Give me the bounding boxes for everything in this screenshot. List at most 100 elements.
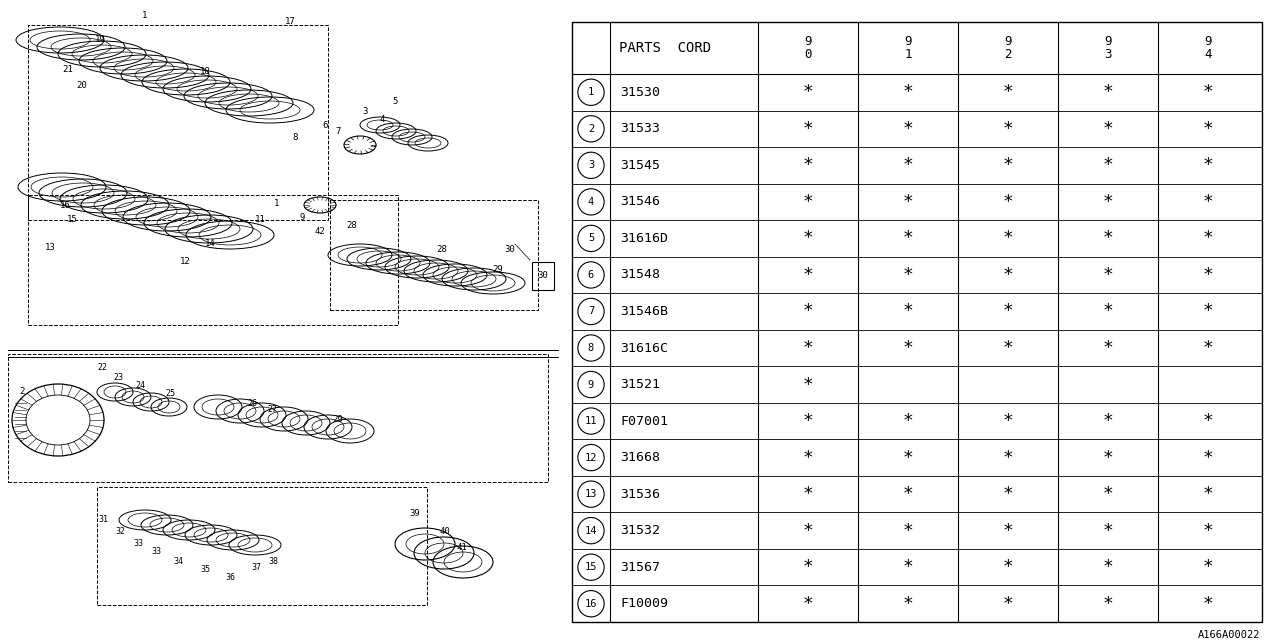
Text: *: * xyxy=(1203,229,1213,248)
Text: *: * xyxy=(1203,83,1213,101)
Text: *: * xyxy=(1002,339,1014,357)
Text: 31530: 31530 xyxy=(620,86,660,99)
Text: *: * xyxy=(803,485,813,503)
Text: 31546: 31546 xyxy=(620,195,660,209)
Text: 9
2: 9 2 xyxy=(1005,35,1011,61)
Text: *: * xyxy=(902,412,914,430)
Bar xyxy=(97,487,428,605)
Text: *: * xyxy=(1203,120,1213,138)
Text: 41: 41 xyxy=(457,543,467,552)
Text: *: * xyxy=(803,376,813,394)
Text: 6: 6 xyxy=(588,270,594,280)
Text: *: * xyxy=(1002,558,1014,576)
Text: 34: 34 xyxy=(173,557,183,566)
Text: 35: 35 xyxy=(200,566,210,575)
Text: 27: 27 xyxy=(268,406,276,415)
Text: *: * xyxy=(902,522,914,540)
Text: *: * xyxy=(803,229,813,248)
Text: 18: 18 xyxy=(200,67,210,77)
Text: 31616C: 31616C xyxy=(620,342,668,355)
Text: 7: 7 xyxy=(588,307,594,316)
Text: 5: 5 xyxy=(392,97,398,106)
Text: 9
1: 9 1 xyxy=(904,35,911,61)
Text: A166A00022: A166A00022 xyxy=(1198,630,1260,640)
Text: 31567: 31567 xyxy=(620,561,660,573)
Text: *: * xyxy=(1002,266,1014,284)
Text: *: * xyxy=(1203,595,1213,612)
Text: 31668: 31668 xyxy=(620,451,660,464)
Text: 26: 26 xyxy=(247,399,257,408)
Text: 31533: 31533 xyxy=(620,122,660,135)
Text: *: * xyxy=(1203,522,1213,540)
Text: *: * xyxy=(902,156,914,174)
Text: *: * xyxy=(1002,83,1014,101)
Text: *: * xyxy=(803,83,813,101)
Text: 3: 3 xyxy=(362,108,367,116)
Text: 31546B: 31546B xyxy=(620,305,668,318)
Text: *: * xyxy=(902,303,914,321)
Text: 30: 30 xyxy=(504,246,516,255)
Text: 31532: 31532 xyxy=(620,524,660,537)
Text: 17: 17 xyxy=(284,17,296,26)
Text: *: * xyxy=(803,266,813,284)
Text: 9: 9 xyxy=(300,212,305,221)
Text: *: * xyxy=(902,193,914,211)
Text: *: * xyxy=(1102,83,1114,101)
Bar xyxy=(28,195,398,325)
Text: *: * xyxy=(1203,156,1213,174)
Text: F10009: F10009 xyxy=(620,597,668,610)
Text: *: * xyxy=(1102,266,1114,284)
Text: 4: 4 xyxy=(588,197,594,207)
Text: 33: 33 xyxy=(151,547,161,557)
Text: *: * xyxy=(902,83,914,101)
Bar xyxy=(572,22,1262,622)
Text: *: * xyxy=(1002,156,1014,174)
Text: *: * xyxy=(902,449,914,467)
Text: *: * xyxy=(1102,156,1114,174)
Text: 28: 28 xyxy=(436,246,448,255)
Text: *: * xyxy=(1002,120,1014,138)
Text: *: * xyxy=(1102,558,1114,576)
Text: *: * xyxy=(803,522,813,540)
Text: *: * xyxy=(803,156,813,174)
Text: *: * xyxy=(902,558,914,576)
Text: 25: 25 xyxy=(165,390,175,399)
Bar xyxy=(330,200,538,310)
Text: 29: 29 xyxy=(493,266,503,275)
Text: 15: 15 xyxy=(67,216,77,225)
Text: 2: 2 xyxy=(19,387,24,397)
Text: 1: 1 xyxy=(142,12,147,20)
Text: 5: 5 xyxy=(588,234,594,243)
Text: *: * xyxy=(1203,266,1213,284)
Text: 9: 9 xyxy=(588,380,594,390)
Text: *: * xyxy=(1102,303,1114,321)
Text: 9
0: 9 0 xyxy=(804,35,812,61)
Text: *: * xyxy=(1002,229,1014,248)
Text: 9
3: 9 3 xyxy=(1105,35,1112,61)
Text: 19: 19 xyxy=(95,35,105,45)
Text: 22: 22 xyxy=(97,364,108,372)
Bar xyxy=(8,354,548,482)
Text: *: * xyxy=(1203,193,1213,211)
Text: 42: 42 xyxy=(315,227,325,237)
Text: 13: 13 xyxy=(45,243,55,252)
Text: 40: 40 xyxy=(439,527,451,536)
Text: 11: 11 xyxy=(255,216,265,225)
Text: *: * xyxy=(1002,449,1014,467)
Text: *: * xyxy=(1102,339,1114,357)
Text: 31616D: 31616D xyxy=(620,232,668,245)
Text: 38: 38 xyxy=(268,557,278,566)
Text: *: * xyxy=(1203,412,1213,430)
Text: *: * xyxy=(1102,412,1114,430)
Text: 1: 1 xyxy=(274,198,280,207)
Text: *: * xyxy=(1203,449,1213,467)
Text: 12: 12 xyxy=(179,257,191,266)
Text: 13: 13 xyxy=(585,489,598,499)
Text: *: * xyxy=(902,229,914,248)
Text: *: * xyxy=(902,339,914,357)
Text: *: * xyxy=(1102,449,1114,467)
Text: *: * xyxy=(803,303,813,321)
Text: 7: 7 xyxy=(335,127,340,136)
Text: *: * xyxy=(803,120,813,138)
Text: *: * xyxy=(1102,522,1114,540)
